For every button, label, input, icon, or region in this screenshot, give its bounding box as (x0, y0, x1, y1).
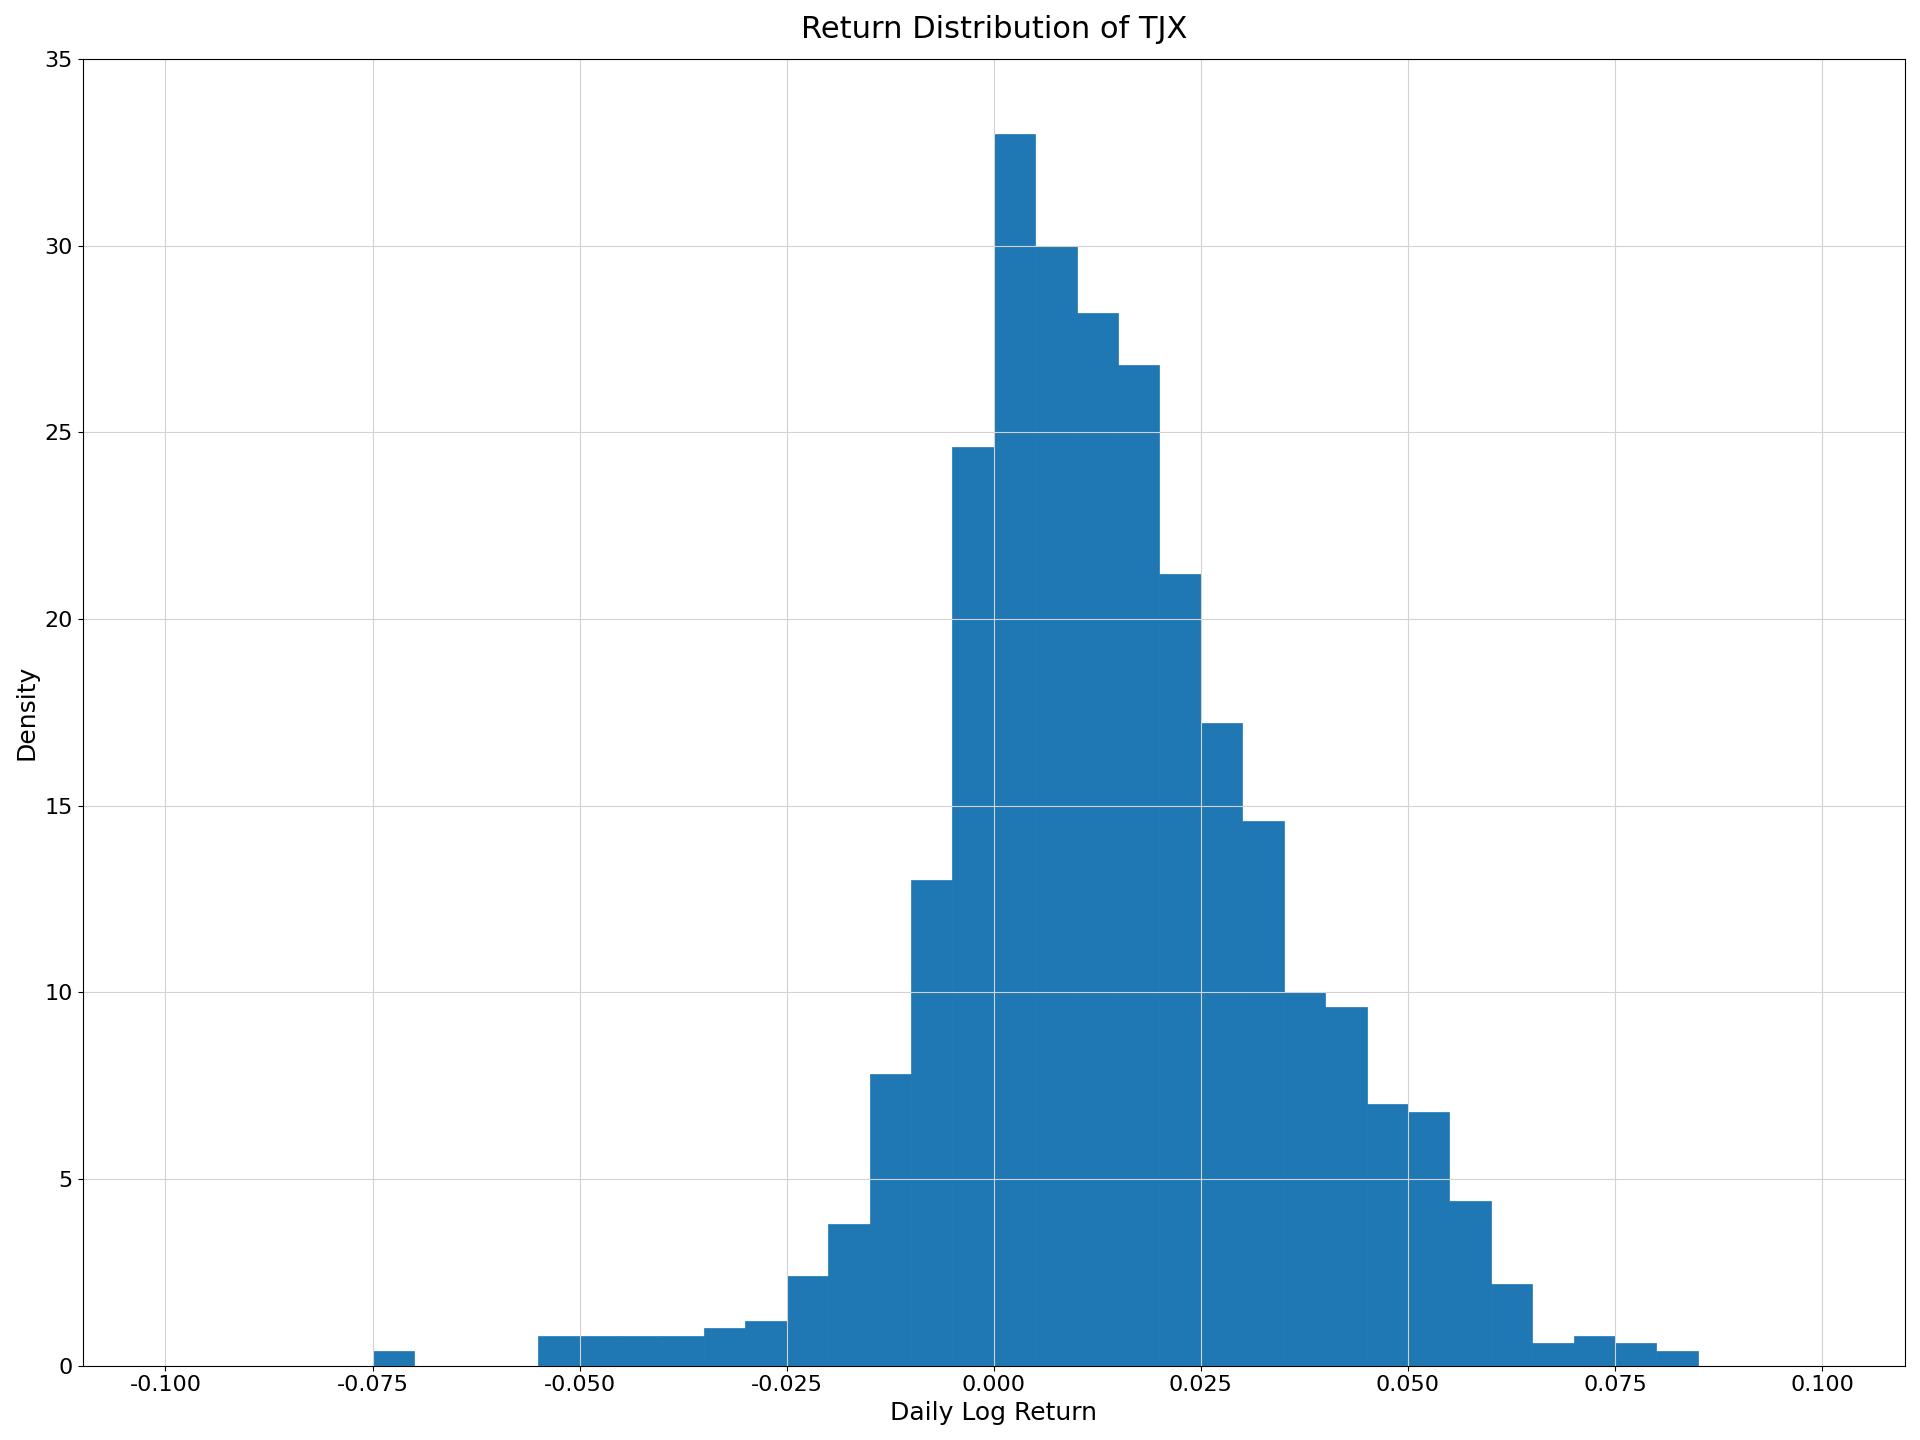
Bar (745, 1320, 787, 1365)
Bar (1574, 1336, 1615, 1365)
X-axis label: Daily Log Return: Daily Log Return (891, 1401, 1098, 1426)
Bar (787, 1276, 828, 1365)
Bar (1407, 1112, 1450, 1365)
Bar (1200, 723, 1242, 1365)
Bar (870, 1074, 910, 1365)
Bar (620, 1336, 662, 1365)
Bar (910, 880, 952, 1365)
Bar (1615, 1344, 1657, 1365)
Title: Return Distribution of TJX: Return Distribution of TJX (801, 14, 1187, 45)
Bar (705, 1328, 745, 1365)
Bar (828, 1224, 870, 1365)
Bar (1450, 1201, 1490, 1365)
Bar (1532, 1344, 1574, 1365)
Bar (995, 134, 1035, 1365)
Bar (1242, 821, 1284, 1365)
Bar (1117, 364, 1160, 1365)
Bar (1490, 1283, 1532, 1365)
Bar (372, 1351, 415, 1365)
Bar (952, 448, 995, 1365)
Bar (1325, 1007, 1367, 1365)
Bar (1284, 992, 1325, 1365)
Bar (1657, 1351, 1697, 1365)
Y-axis label: Density: Density (15, 665, 38, 760)
Bar (1077, 312, 1117, 1365)
Bar (1160, 575, 1200, 1365)
Bar (1367, 1104, 1407, 1365)
Bar (580, 1336, 620, 1365)
Bar (1035, 246, 1077, 1365)
Bar (662, 1336, 705, 1365)
Bar (538, 1336, 580, 1365)
